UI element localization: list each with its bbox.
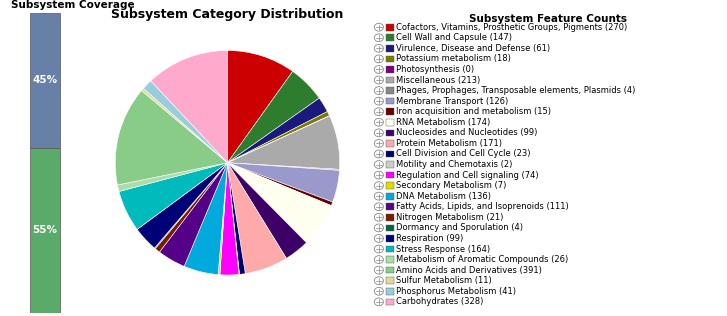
Text: Potassium metabolism (18): Potassium metabolism (18) [396, 54, 511, 64]
Wedge shape [220, 163, 239, 275]
FancyBboxPatch shape [386, 161, 393, 168]
Text: 45%: 45% [32, 75, 57, 85]
Wedge shape [137, 163, 228, 248]
Title: Subsystem Category Distribution: Subsystem Category Distribution [111, 8, 344, 21]
FancyBboxPatch shape [386, 119, 393, 125]
Text: Sulfur Metabolism (11): Sulfur Metabolism (11) [396, 276, 492, 285]
Text: Phages, Prophages, Transposable elements, Plasmids (4): Phages, Prophages, Transposable elements… [396, 86, 636, 95]
Text: Membrane Transport (126): Membrane Transport (126) [396, 97, 509, 106]
Wedge shape [119, 163, 228, 229]
Text: Phosphorus Metabolism (41): Phosphorus Metabolism (41) [396, 287, 516, 296]
Wedge shape [184, 163, 228, 275]
FancyBboxPatch shape [386, 98, 393, 105]
Bar [30, 148, 60, 313]
FancyBboxPatch shape [386, 214, 393, 221]
FancyBboxPatch shape [386, 267, 393, 273]
Text: Fatty Acids, Lipids, and Isoprenoids (111): Fatty Acids, Lipids, and Isoprenoids (11… [396, 202, 569, 211]
FancyBboxPatch shape [386, 77, 393, 83]
FancyBboxPatch shape [386, 45, 393, 52]
Text: Iron acquisition and metabolism (15): Iron acquisition and metabolism (15) [396, 107, 551, 116]
Wedge shape [228, 163, 333, 206]
FancyBboxPatch shape [386, 56, 393, 62]
FancyBboxPatch shape [386, 225, 393, 231]
FancyBboxPatch shape [386, 130, 393, 136]
FancyBboxPatch shape [386, 87, 393, 94]
Wedge shape [218, 163, 228, 275]
Text: Cofactors, Vitamins, Prosthetic Groups, Pigments (270): Cofactors, Vitamins, Prosthetic Groups, … [396, 23, 627, 32]
Wedge shape [228, 116, 340, 169]
FancyBboxPatch shape [386, 246, 393, 252]
Text: Nucleosides and Nucleotides (99): Nucleosides and Nucleotides (99) [396, 128, 538, 137]
Text: Nitrogen Metabolism (21): Nitrogen Metabolism (21) [396, 213, 504, 222]
Wedge shape [228, 163, 245, 274]
Text: Dormancy and Sporulation (4): Dormancy and Sporulation (4) [396, 223, 523, 232]
Wedge shape [228, 116, 329, 163]
Text: RNA Metabolism (174): RNA Metabolism (174) [396, 118, 491, 127]
FancyBboxPatch shape [386, 299, 393, 305]
Wedge shape [228, 163, 332, 243]
Wedge shape [142, 88, 228, 163]
Wedge shape [118, 163, 228, 191]
FancyBboxPatch shape [386, 172, 393, 179]
FancyBboxPatch shape [386, 34, 393, 41]
Text: Photosynthesis (0): Photosynthesis (0) [396, 65, 475, 74]
FancyBboxPatch shape [386, 204, 393, 210]
Wedge shape [228, 163, 306, 258]
Wedge shape [115, 91, 228, 185]
Text: Cell Division and Cell Cycle (23): Cell Division and Cell Cycle (23) [396, 149, 531, 158]
FancyBboxPatch shape [386, 66, 393, 73]
Wedge shape [150, 51, 228, 163]
FancyBboxPatch shape [386, 193, 393, 199]
Text: Subsystem Coverage: Subsystem Coverage [11, 0, 134, 10]
FancyBboxPatch shape [386, 24, 393, 31]
FancyBboxPatch shape [386, 108, 393, 115]
Wedge shape [228, 163, 340, 170]
Text: Regulation and Cell signaling (74): Regulation and Cell signaling (74) [396, 171, 539, 179]
FancyBboxPatch shape [386, 140, 393, 147]
Text: 55%: 55% [33, 225, 57, 235]
Text: Motility and Chemotaxis (2): Motility and Chemotaxis (2) [396, 160, 513, 169]
FancyBboxPatch shape [386, 277, 393, 284]
Wedge shape [228, 71, 319, 163]
FancyBboxPatch shape [386, 151, 393, 157]
Wedge shape [143, 81, 228, 163]
Text: Stress Response (164): Stress Response (164) [396, 245, 491, 253]
Wedge shape [228, 163, 286, 274]
Wedge shape [154, 163, 228, 249]
Text: Secondary Metabolism (7): Secondary Metabolism (7) [396, 181, 507, 190]
Text: Protein Metabolism (171): Protein Metabolism (171) [396, 139, 502, 148]
Wedge shape [228, 163, 340, 202]
Text: Respiration (99): Respiration (99) [396, 234, 464, 243]
Text: Miscellaneous (213): Miscellaneous (213) [396, 76, 481, 84]
Wedge shape [228, 163, 239, 274]
FancyBboxPatch shape [386, 235, 393, 242]
Wedge shape [228, 112, 329, 163]
Wedge shape [156, 163, 228, 252]
Text: Subsystem Feature Counts: Subsystem Feature Counts [469, 14, 627, 24]
Text: Carbohydrates (328): Carbohydrates (328) [396, 297, 483, 306]
Text: DNA Metabolism (136): DNA Metabolism (136) [396, 192, 491, 201]
FancyBboxPatch shape [386, 182, 393, 189]
Wedge shape [159, 163, 228, 266]
FancyBboxPatch shape [386, 288, 393, 295]
Bar [30, 13, 60, 148]
Wedge shape [228, 51, 293, 163]
Wedge shape [228, 98, 327, 163]
FancyBboxPatch shape [386, 256, 393, 263]
Text: Virulence, Disease and Defense (61): Virulence, Disease and Defense (61) [396, 44, 550, 53]
Text: Cell Wall and Capsule (147): Cell Wall and Capsule (147) [396, 33, 513, 42]
Text: Metabolism of Aromatic Compounds (26): Metabolism of Aromatic Compounds (26) [396, 255, 569, 264]
Text: Amino Acids and Derivatives (391): Amino Acids and Derivatives (391) [396, 266, 542, 275]
